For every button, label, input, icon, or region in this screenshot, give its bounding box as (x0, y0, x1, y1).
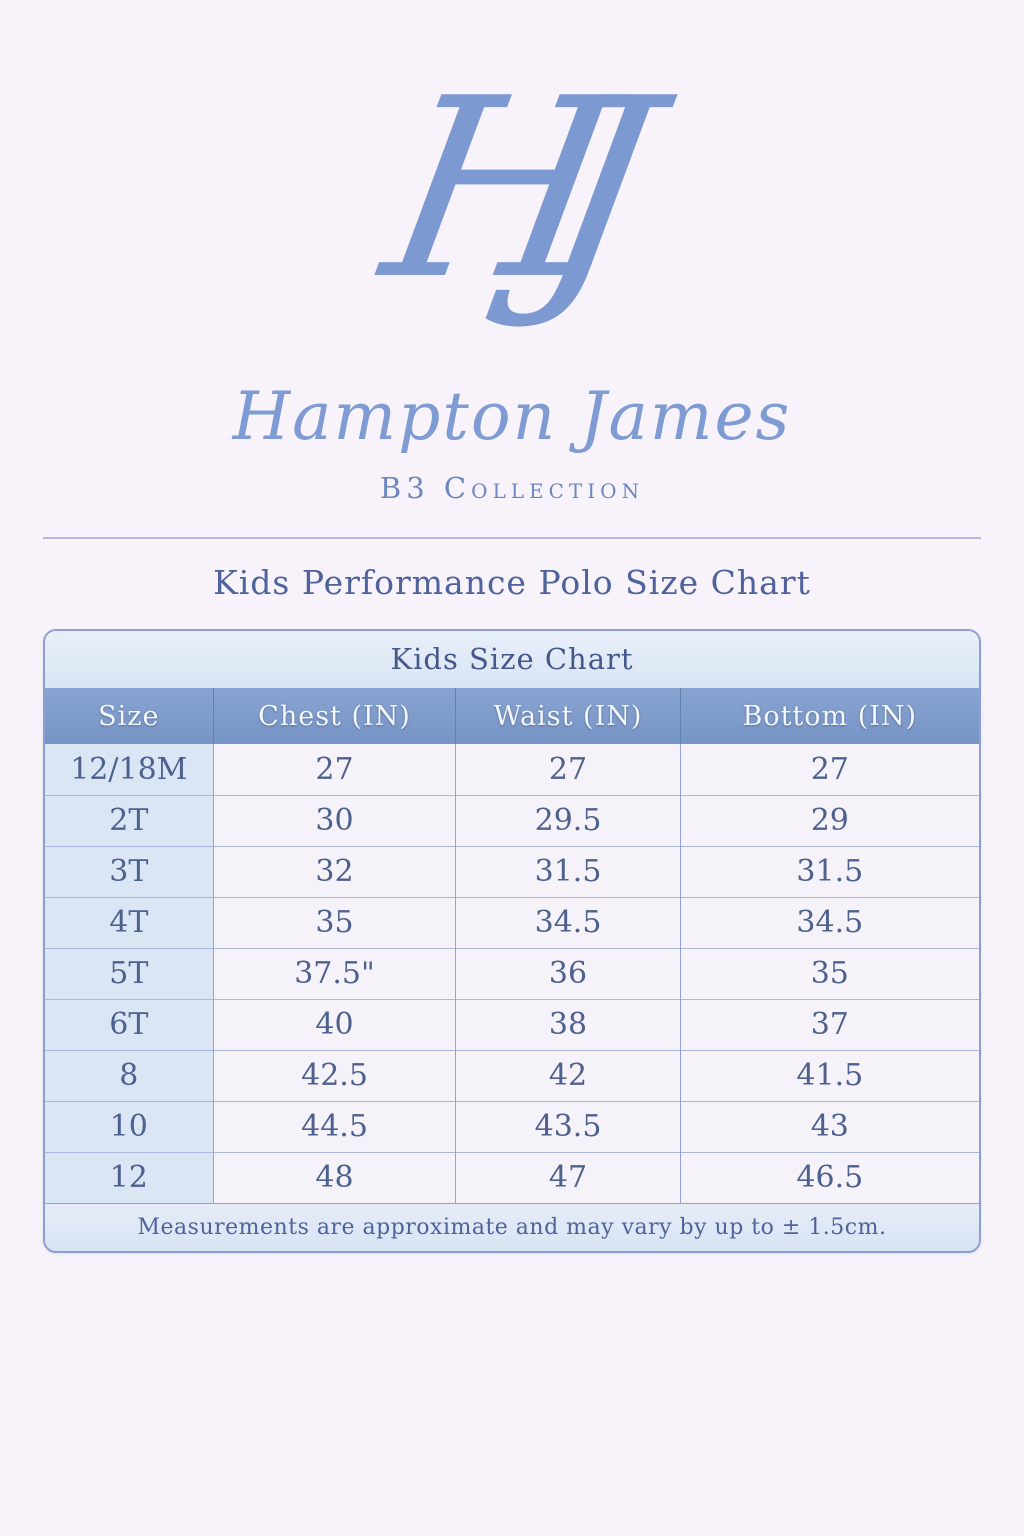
bottom-cell: 37 (679, 998, 979, 1050)
bottom-cell: 27 (679, 744, 979, 795)
waist-cell: 34.5 (455, 896, 681, 948)
chest-cell: 32 (212, 845, 456, 897)
bottom-cell: 43 (679, 1100, 979, 1152)
table-row: 8 42.5 42 41.5 (45, 1049, 979, 1101)
chart-title: Kids Size Chart (45, 631, 979, 688)
waist-cell: 29.5 (455, 794, 681, 846)
chest-cell: 37.5" (212, 947, 456, 999)
waist-cell: 27 (455, 744, 681, 795)
size-cell: 5T (45, 947, 214, 999)
size-cell: 2T (45, 794, 214, 846)
chest-cell: 40 (212, 998, 456, 1050)
size-cell: 8 (45, 1049, 214, 1101)
page-title: Kids Performance Polo Size Chart (213, 563, 811, 602)
size-chart-card: Kids Size Chart Size Chest (IN) Waist (I… (43, 629, 981, 1253)
waist-cell: 38 (455, 998, 681, 1050)
table-row: 12 48 47 46.5 (45, 1151, 979, 1203)
table-row: 5T 37.5" 36 35 (45, 947, 979, 999)
waist-cell: 36 (455, 947, 681, 999)
table-row: 3T 32 31.5 31.5 (45, 845, 979, 897)
header-row: Size Chest (IN) Waist (IN) Bottom (IN) (45, 688, 979, 744)
table-row: 10 44.5 43.5 43 (45, 1100, 979, 1152)
waist-cell: 42 (455, 1049, 681, 1101)
bottom-cell: 41.5 (679, 1049, 979, 1101)
chest-cell: 48 (212, 1151, 456, 1203)
bottom-cell: 46.5 (679, 1151, 979, 1203)
column-header-waist: Waist (IN) (455, 688, 681, 744)
collection-name: B3 Collection (379, 471, 645, 505)
size-cell: 12 (45, 1151, 214, 1203)
column-header-bottom: Bottom (IN) (679, 688, 979, 744)
waist-cell: 43.5 (455, 1100, 681, 1152)
chest-cell: 42.5 (212, 1049, 456, 1101)
bottom-cell: 34.5 (679, 896, 979, 948)
size-cell: 6T (45, 998, 214, 1050)
bottom-cell: 29 (679, 794, 979, 846)
chart-footnote: Measurements are approximate and may var… (45, 1203, 979, 1251)
column-header-chest: Chest (IN) (212, 688, 456, 744)
chest-cell: 44.5 (212, 1100, 456, 1152)
table-row: 2T 30 29.5 29 (45, 794, 979, 846)
size-cell: 12/18M (45, 744, 214, 795)
brand-name: Hampton James (232, 378, 792, 455)
waist-cell: 31.5 (455, 845, 681, 897)
size-cell: 10 (45, 1100, 214, 1152)
divider (43, 537, 981, 539)
bottom-cell: 31.5 (679, 845, 979, 897)
size-table: Size Chest (IN) Waist (IN) Bottom (IN) 1… (45, 688, 979, 1203)
waist-cell: 47 (455, 1151, 681, 1203)
chest-cell: 30 (212, 794, 456, 846)
size-cell: 4T (45, 896, 214, 948)
chest-cell: 27 (212, 744, 456, 795)
table-row: 6T 40 38 37 (45, 998, 979, 1050)
bottom-cell: 35 (679, 947, 979, 999)
table-row: 12/18M 27 27 27 (45, 744, 979, 795)
column-header-size: Size (45, 688, 214, 744)
brand-monogram-icon: HJ (367, 46, 616, 334)
chest-cell: 35 (212, 896, 456, 948)
table-row: 4T 35 34.5 34.5 (45, 896, 979, 948)
size-cell: 3T (45, 845, 214, 897)
